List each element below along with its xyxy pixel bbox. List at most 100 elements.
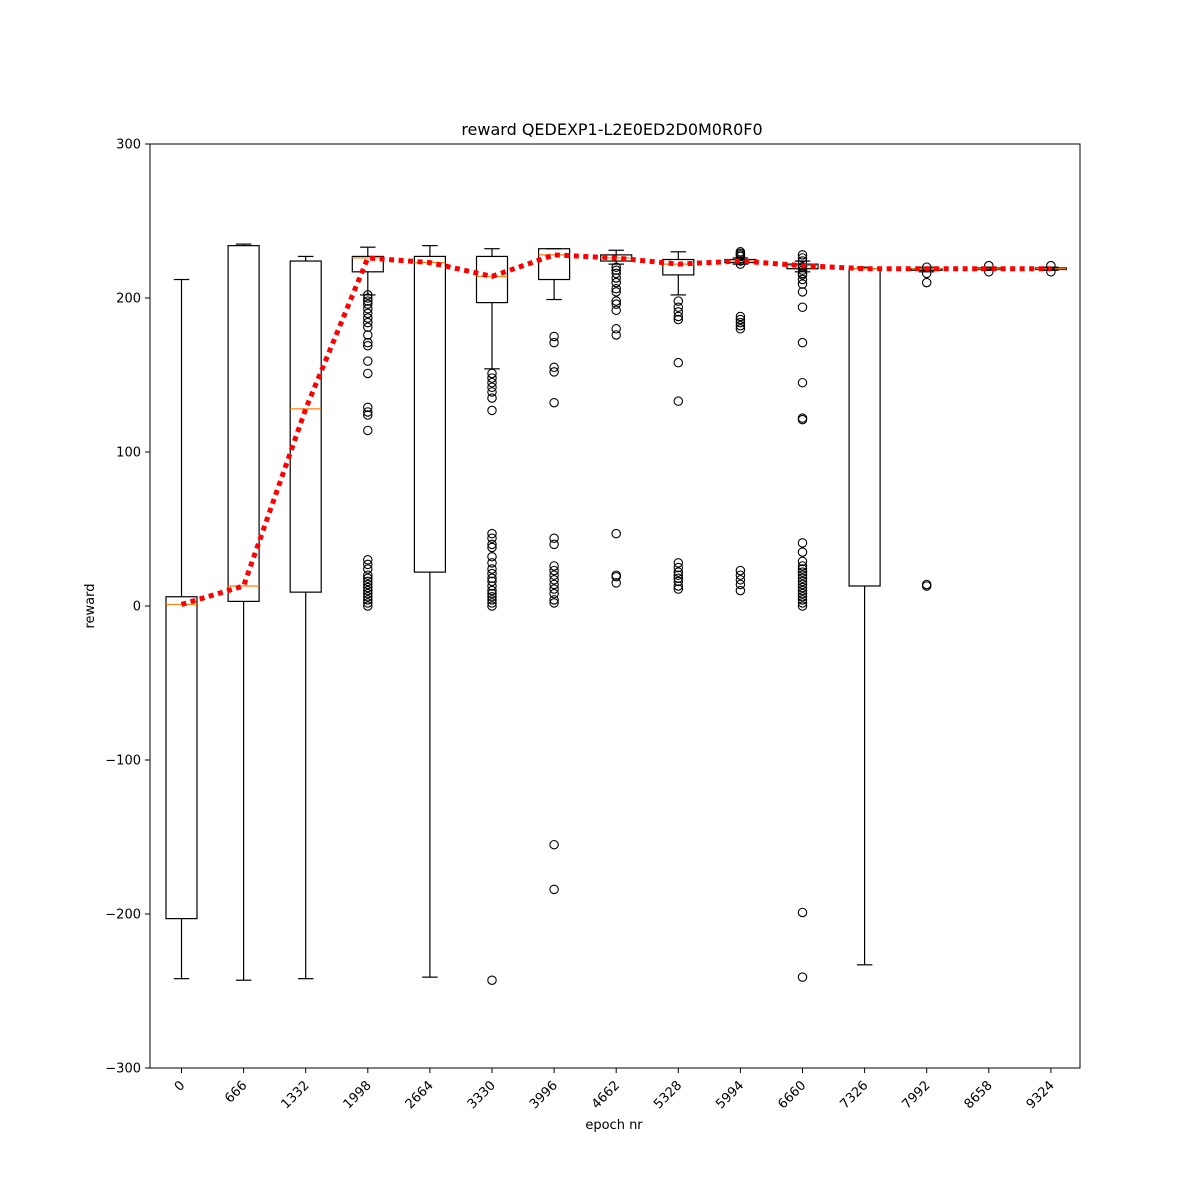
- outlier-point: [611, 268, 621, 279]
- outlier-point: [735, 570, 746, 580]
- box-iqr: [227, 245, 260, 602]
- outlier-point: [487, 558, 497, 568]
- outlier-point: [487, 975, 497, 985]
- outlier-point: [673, 314, 684, 325]
- outlier-point: [921, 579, 932, 590]
- outlier-point: [487, 581, 497, 591]
- outlier-point: [921, 277, 932, 288]
- outlier-point: [611, 287, 621, 297]
- box-group-1332: [289, 255, 322, 980]
- box-iqr: [662, 258, 695, 276]
- outlier-point: [363, 573, 373, 584]
- outlier-point: [363, 308, 373, 319]
- outlier-point: [549, 884, 559, 895]
- outlier-point: [549, 337, 559, 348]
- outlier-point: [363, 317, 373, 328]
- outlier-point: [797, 570, 808, 580]
- outlier-point: [735, 320, 746, 331]
- outlier-point: [487, 373, 497, 383]
- outlier-point: [549, 397, 559, 408]
- outlier-point: [549, 839, 559, 850]
- outlier-point: [487, 576, 497, 587]
- outlier-point: [673, 576, 684, 587]
- outlier-point: [735, 324, 746, 334]
- outlier-point: [797, 337, 808, 348]
- outlier-point: [487, 539, 497, 550]
- outlier-point: [673, 570, 684, 580]
- outlier-point: [611, 578, 621, 588]
- outlier-point: [735, 585, 746, 596]
- outlier-point: [673, 562, 684, 573]
- box-iqr: [351, 255, 384, 273]
- outlier-point: [487, 377, 497, 388]
- outlier-point: [611, 324, 621, 334]
- outlier-point: [735, 314, 746, 325]
- outlier-point: [363, 576, 373, 587]
- y-tick-label: 100: [116, 446, 141, 461]
- outlier-point: [487, 542, 497, 553]
- outlier-point: [921, 262, 932, 272]
- outlier-point: [487, 533, 497, 543]
- outlier-point: [797, 377, 808, 388]
- outlier-point: [487, 585, 497, 596]
- outlier-point: [797, 413, 808, 423]
- outlier-point: [363, 588, 373, 599]
- outlier-point: [797, 972, 808, 982]
- outlier-point: [611, 305, 621, 316]
- outlier-point: [735, 565, 746, 576]
- box-group-3330: [475, 248, 509, 985]
- outlier-point: [363, 340, 373, 351]
- outlier-point: [549, 588, 559, 599]
- outlier-point: [611, 277, 621, 288]
- box-iqr: [289, 260, 322, 593]
- outlier-point: [797, 556, 808, 567]
- box-iqr: [475, 255, 509, 304]
- box-group-2664: [413, 245, 446, 978]
- outlier-point: [487, 393, 497, 403]
- outlier-point: [487, 564, 497, 574]
- outlier-point: [797, 588, 808, 599]
- outlier-point: [797, 579, 808, 590]
- plot-area: [165, 243, 1068, 985]
- outlier-point: [487, 573, 497, 584]
- outlier-point: [797, 576, 808, 587]
- outlier-point: [363, 304, 373, 314]
- outlier-point: [797, 561, 808, 571]
- chart-title: reward QEDEXP1-L2E0ED2D0M0R0F0: [461, 120, 762, 139]
- outlier-point: [797, 287, 808, 297]
- outlier-point: [673, 581, 684, 591]
- outlier-point: [487, 588, 497, 599]
- outlier-point: [797, 582, 808, 593]
- outlier-point: [487, 382, 497, 393]
- outlier-point: [797, 601, 808, 611]
- outlier-point: [611, 296, 621, 306]
- box-iqr: [165, 596, 198, 920]
- outlier-point: [549, 598, 559, 608]
- outlier-point: [363, 299, 373, 309]
- outlier-point: [549, 595, 559, 605]
- outlier-point: [549, 561, 559, 571]
- outlier-point: [735, 579, 746, 590]
- outlier-point: [797, 538, 808, 548]
- outlier-point: [487, 568, 497, 579]
- outlier-point: [363, 579, 373, 590]
- box-group-666: [227, 243, 260, 981]
- outlier-point: [363, 555, 373, 565]
- outlier-point: [363, 582, 373, 593]
- outlier-point: [984, 267, 994, 277]
- outlier-point: [611, 273, 621, 283]
- outlier-point: [363, 402, 373, 413]
- outlier-point: [487, 601, 497, 611]
- outlier-point: [363, 601, 373, 611]
- y-axis: −300 −200 −100 0 100 200 300: [105, 138, 150, 1077]
- outlier-point: [673, 567, 684, 577]
- outlier-point: [797, 592, 808, 602]
- outlier-point: [363, 296, 373, 306]
- outlier-point: [797, 268, 808, 279]
- outlier-point: [487, 405, 497, 416]
- outlier-point: [363, 290, 373, 300]
- outlier-point: [363, 592, 373, 602]
- outlier-point: [363, 564, 373, 574]
